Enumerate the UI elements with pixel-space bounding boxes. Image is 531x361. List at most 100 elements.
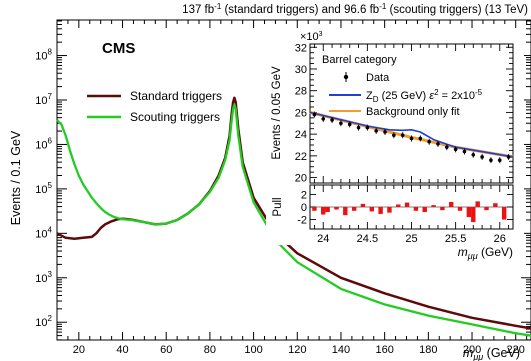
pull-bar bbox=[457, 207, 463, 211]
pull-bar bbox=[378, 207, 383, 214]
data-point bbox=[383, 130, 387, 134]
x-tick-label: 200 bbox=[463, 344, 481, 356]
x-tick-label: 40 bbox=[116, 344, 128, 356]
pull-bar bbox=[351, 207, 357, 211]
pull-bar bbox=[449, 201, 454, 207]
x-tick-label: 60 bbox=[160, 344, 172, 356]
data-point bbox=[356, 125, 361, 130]
main-legend: Standard triggers Scouting triggers bbox=[87, 89, 222, 124]
y-tick-label: 107 bbox=[35, 92, 52, 107]
pull-bar bbox=[431, 205, 436, 207]
pull-bar bbox=[334, 207, 339, 210]
inset-title: Barrel category bbox=[322, 54, 397, 66]
y-tick-label: 105 bbox=[35, 181, 52, 196]
inset-x-tick-label: 24 bbox=[317, 233, 329, 245]
data-point bbox=[418, 136, 423, 141]
pull-bar bbox=[501, 207, 507, 220]
pull-bar bbox=[404, 202, 410, 207]
inset-x-axis-label: mμμ (GeV) bbox=[458, 245, 513, 261]
pull-bar bbox=[325, 207, 330, 213]
inset-top-frame bbox=[309, 43, 514, 184]
inset-x-tick-label: 25 bbox=[405, 233, 417, 245]
legend-label-signal: ZD (25 GeV) ε2 = 2x10-5 bbox=[366, 88, 483, 104]
pull-bar bbox=[493, 203, 498, 207]
data-point bbox=[436, 142, 440, 146]
x-tick-label: 120 bbox=[288, 344, 306, 356]
inset-legend: Barrel category Data ZD (25 GeV) ε2 = 2x… bbox=[322, 54, 483, 118]
pull-bar bbox=[471, 207, 476, 223]
x-tick-label: 180 bbox=[419, 344, 437, 356]
x-tick-label: 100 bbox=[244, 344, 262, 356]
data-point bbox=[445, 145, 449, 149]
signal-line bbox=[309, 111, 514, 158]
data-point bbox=[427, 139, 431, 144]
inset-x-tick-label: 26 bbox=[494, 233, 506, 245]
main-x-axis-label: mμμ (GeV) bbox=[463, 346, 520, 361]
luminosity-header: 137 fb-1 (standard triggers) and 96.6 fb… bbox=[182, 2, 528, 16]
inset-pull-label: Pull bbox=[272, 197, 284, 216]
inset-axis-ticks: 24 24.5 25 25.5 26 20 22 24 26 28 30 32 -202 bbox=[295, 42, 513, 245]
pull-bar bbox=[312, 207, 317, 211]
data-point bbox=[321, 117, 326, 121]
inset-y-tick-label: 32 bbox=[295, 42, 307, 54]
legend-label-standard: Standard triggers bbox=[130, 89, 222, 103]
pull-bar bbox=[369, 207, 374, 212]
experiment-label: CMS bbox=[102, 40, 135, 57]
pull-bar bbox=[360, 203, 366, 207]
x-tick-label: 160 bbox=[375, 344, 393, 356]
inset-y-tick-label: 26 bbox=[295, 107, 307, 119]
main-plot-frame bbox=[56, 19, 531, 341]
pull-bar bbox=[387, 207, 392, 213]
pull-bar bbox=[396, 204, 401, 207]
pull-y-tick-label: 0 bbox=[301, 202, 307, 214]
data-point bbox=[480, 155, 484, 159]
pull-bar bbox=[475, 201, 480, 207]
legend-label-scouting: Scouting triggers bbox=[130, 110, 220, 124]
y-tick-label: 102 bbox=[35, 314, 52, 329]
data-point bbox=[312, 112, 317, 117]
inset-y-tick-label: 28 bbox=[295, 86, 307, 98]
inset-x-tick-label: 25.5 bbox=[445, 233, 466, 245]
pull-bar bbox=[413, 207, 419, 211]
pull-bar bbox=[321, 207, 326, 215]
data-point bbox=[471, 152, 476, 157]
pull-bar bbox=[422, 207, 427, 213]
data-point bbox=[392, 133, 396, 138]
data-point bbox=[506, 155, 511, 159]
inset-x-tick-label: 24.5 bbox=[357, 233, 378, 245]
pull-bar bbox=[343, 207, 348, 216]
y-tick-label: 103 bbox=[35, 270, 52, 285]
y-tick-label: 108 bbox=[35, 48, 52, 63]
pull-bar bbox=[466, 207, 472, 218]
y-tick-label: 104 bbox=[35, 225, 52, 240]
inset-y-tick-label: 20 bbox=[295, 173, 307, 185]
x-tick-label: 220 bbox=[507, 344, 525, 356]
inset-y-tick-label: 22 bbox=[295, 151, 307, 163]
x-tick-label: 20 bbox=[73, 344, 85, 356]
data-point bbox=[409, 136, 414, 141]
data-point bbox=[489, 158, 493, 162]
x-tick-label: 140 bbox=[332, 344, 350, 356]
data-point bbox=[453, 147, 458, 152]
pull-y-tick-label: -2 bbox=[297, 215, 307, 227]
x-tick-label: 80 bbox=[204, 344, 216, 356]
data-point bbox=[400, 133, 405, 138]
pull-y-tick-label: 2 bbox=[301, 189, 307, 201]
inset-y-tick-label: 24 bbox=[295, 129, 307, 141]
main-axis-ticks: 20 40 60 80 100 120 140 160 180 200 22010210310410… bbox=[35, 20, 531, 356]
data-point bbox=[330, 118, 334, 122]
data-point bbox=[347, 122, 352, 127]
data-point bbox=[339, 121, 343, 126]
data-point bbox=[462, 149, 467, 154]
legend-label-data: Data bbox=[366, 72, 390, 84]
pull-bar bbox=[484, 207, 489, 211]
inset-y-tick-label: 30 bbox=[295, 64, 307, 76]
data-point bbox=[374, 129, 378, 133]
pull-bar bbox=[440, 207, 445, 211]
inset-y-axis-label: Events / 0.05 GeV bbox=[271, 66, 283, 160]
legend-label-fit: Background only fit bbox=[366, 106, 460, 118]
y-tick-label: 106 bbox=[35, 136, 52, 151]
data-point bbox=[497, 158, 502, 162]
inset-plot bbox=[309, 110, 514, 223]
